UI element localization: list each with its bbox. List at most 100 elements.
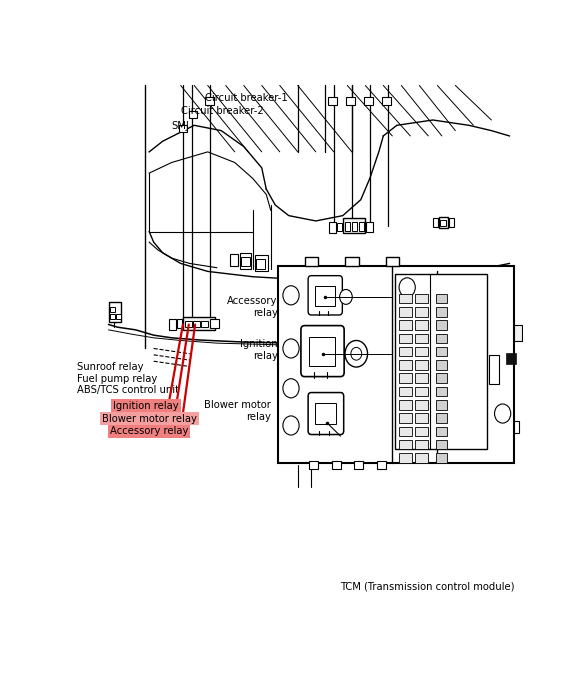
Bar: [436, 294, 447, 304]
Bar: [415, 373, 428, 383]
Bar: [399, 440, 412, 449]
Text: Ignition relay: Ignition relay: [113, 401, 179, 411]
Bar: [201, 321, 208, 327]
Bar: [309, 337, 335, 366]
Bar: [240, 253, 252, 268]
Bar: [436, 307, 447, 317]
Bar: [304, 257, 318, 266]
Bar: [415, 294, 428, 304]
Text: Blower motor
relay: Blower motor relay: [204, 400, 271, 422]
Bar: [399, 307, 412, 317]
Circle shape: [399, 278, 415, 297]
Bar: [436, 360, 447, 370]
Bar: [109, 302, 121, 322]
Bar: [399, 320, 412, 330]
Bar: [210, 319, 219, 328]
FancyBboxPatch shape: [308, 276, 342, 315]
Bar: [415, 440, 428, 449]
Bar: [315, 403, 336, 424]
Bar: [364, 97, 374, 105]
Bar: [399, 360, 412, 370]
Bar: [440, 220, 446, 226]
Bar: [366, 222, 374, 232]
Text: Accessory
relay: Accessory relay: [227, 296, 278, 318]
Bar: [346, 97, 356, 105]
Bar: [415, 386, 428, 396]
Bar: [415, 333, 428, 343]
Bar: [332, 461, 340, 469]
Bar: [376, 461, 386, 469]
Bar: [436, 386, 447, 396]
Bar: [399, 413, 412, 423]
Bar: [415, 426, 428, 436]
Text: Accessory relay: Accessory relay: [110, 426, 188, 436]
Text: Ignition
relay: Ignition relay: [240, 339, 278, 361]
Bar: [278, 266, 514, 463]
Text: Sunroof relay: Sunroof relay: [77, 362, 144, 372]
Bar: [170, 319, 176, 330]
Bar: [329, 222, 336, 233]
Bar: [436, 333, 447, 343]
Bar: [436, 440, 447, 449]
Bar: [436, 400, 447, 410]
Circle shape: [351, 347, 362, 360]
Text: Fuel pump relay: Fuel pump relay: [77, 374, 157, 384]
Bar: [352, 222, 357, 230]
Bar: [399, 373, 412, 383]
Circle shape: [494, 404, 511, 423]
Bar: [449, 218, 454, 227]
Circle shape: [283, 379, 299, 398]
Bar: [185, 321, 192, 327]
Bar: [309, 461, 318, 469]
Text: ABS/TCS control unit: ABS/TCS control unit: [77, 386, 179, 395]
FancyBboxPatch shape: [301, 326, 344, 377]
Bar: [399, 347, 412, 357]
Text: SMJ: SMJ: [172, 121, 189, 130]
Bar: [116, 314, 121, 319]
Bar: [514, 325, 522, 341]
Bar: [193, 321, 200, 327]
Bar: [399, 386, 412, 396]
Circle shape: [345, 340, 368, 367]
Bar: [255, 255, 268, 271]
Bar: [436, 373, 447, 383]
Bar: [177, 319, 182, 328]
Bar: [436, 453, 447, 463]
Bar: [415, 360, 428, 370]
Bar: [415, 307, 428, 317]
Bar: [399, 294, 412, 304]
Bar: [394, 274, 487, 449]
Bar: [382, 97, 392, 105]
Bar: [514, 422, 519, 433]
FancyBboxPatch shape: [308, 393, 344, 435]
Bar: [415, 347, 428, 357]
Bar: [180, 126, 187, 132]
Bar: [206, 97, 214, 105]
Bar: [354, 461, 363, 469]
Bar: [436, 413, 447, 423]
Bar: [328, 97, 338, 105]
Bar: [189, 111, 197, 119]
Circle shape: [283, 416, 299, 435]
Bar: [415, 320, 428, 330]
Text: Blower motor relay: Blower motor relay: [102, 413, 197, 424]
Bar: [399, 426, 412, 436]
Bar: [386, 257, 399, 266]
Bar: [345, 257, 358, 266]
Bar: [415, 400, 428, 410]
Bar: [399, 453, 412, 463]
Text: Circuit breaker-2: Circuit breaker-2: [181, 106, 263, 117]
Bar: [256, 259, 266, 268]
Text: Circuit breaker-1: Circuit breaker-1: [206, 93, 288, 103]
Bar: [399, 400, 412, 410]
Bar: [436, 426, 447, 436]
Bar: [315, 286, 335, 306]
Bar: [343, 218, 365, 233]
Bar: [489, 355, 499, 384]
Bar: [415, 453, 428, 463]
Circle shape: [283, 286, 299, 305]
Bar: [433, 218, 438, 227]
Text: TCM (Transmission control module): TCM (Transmission control module): [340, 582, 515, 591]
Bar: [415, 413, 428, 423]
Bar: [337, 223, 342, 230]
